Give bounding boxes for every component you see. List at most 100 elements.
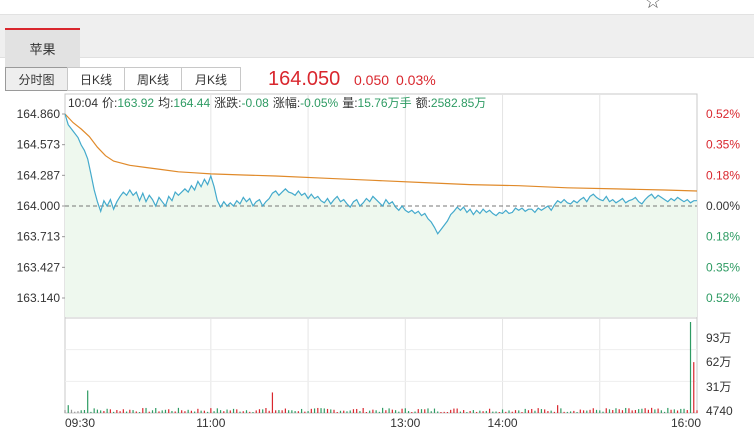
volume-tick-label: 62万 [706,355,731,369]
y-right-tick-label: 0.18% [706,230,740,244]
volume-bar [625,407,627,413]
volume-bar [527,410,530,413]
volume-bar [385,410,387,413]
volume-bar [291,410,293,413]
volume-bar [83,409,86,413]
volume-bar [680,408,682,413]
volume-tick-label: 31万 [706,380,731,394]
volume-bar [190,410,192,413]
volume-bar [631,410,633,413]
volume-bar [177,407,180,413]
volume-bar [151,410,154,413]
volume-bar [485,410,487,413]
info-avg-label: 均: [158,96,174,110]
tab-monthly-k[interactable]: 月K线 [181,67,241,91]
volume-bar [307,411,309,413]
volume-bar [168,409,170,413]
volume-bar [407,411,410,413]
tab-daily-k[interactable]: 日K线 [67,67,125,91]
volume-bar [414,411,416,413]
volume-bar [644,408,646,413]
volume-bar [320,408,322,413]
volume-bar [660,410,662,413]
volume-bar [553,411,555,413]
volume-bar [693,362,695,413]
x-tick-label: 13:00 [390,416,420,430]
volume-bar [505,411,507,413]
volume-bar [216,408,218,413]
volume-bar [80,410,82,413]
volume-bar [634,410,637,413]
volume-bar [64,410,66,413]
y-axis-left-labels: 164.860 164.573 164.287 164.000 163.713 163.4… [17,107,65,305]
price-line [64,113,697,235]
volume-bar [579,409,581,413]
volume-bar [200,410,202,413]
y-tick-label: 164.860 [17,107,61,121]
volume-bar [187,409,189,413]
volume-bar [275,410,277,413]
volume-bar [676,410,679,413]
volume-bar [339,410,342,413]
volume-bar [77,411,79,413]
volume-bar [446,412,449,413]
volume-bar [67,405,69,413]
volume-bar [466,411,468,413]
y-tick-label: 164.287 [17,168,61,182]
volume-bar [323,408,325,413]
volume-bar [268,410,270,413]
x-tick-label: 09:30 [65,416,95,430]
volume-bar [696,410,698,413]
volume-bar [670,409,672,413]
volume-bar [592,408,594,413]
tab-weekly-k[interactable]: 周K线 [124,67,182,91]
tab-stock[interactable]: 苹果 [5,28,80,70]
volume-bar [343,410,345,413]
volume-bar [498,412,500,413]
volume-bar [352,409,355,413]
star-icon[interactable]: ☆ [644,0,662,13]
volume-bar [443,411,445,413]
info-vol-label: 量: [342,96,358,110]
volume-bar [249,411,251,413]
volume-bar [570,411,572,413]
volume-bar [427,408,429,413]
volume-bar [657,408,659,413]
info-pct: -0.05% [300,96,339,110]
volume-bars [64,322,698,413]
info-avg: 164.44 [173,96,211,110]
volume-bar [326,408,329,413]
volume-bar [398,411,400,413]
y-right-tick-label: 0.52% [706,291,740,305]
volume-bar [96,409,99,413]
volume-bar [544,409,546,413]
volume-bar [621,410,624,413]
volume-bar [300,408,303,413]
volume-bar [74,411,76,413]
volume-bar [401,408,403,413]
volume-bar [349,410,351,413]
volume-bar [647,409,649,413]
volume-bar [511,411,513,413]
volume-bar [612,410,614,413]
volume-bar [667,407,669,413]
volume-bar [563,411,565,413]
volume-bar [488,408,491,413]
volume-bar [145,407,147,413]
volume-bar [602,411,604,413]
volume-bar [382,407,384,413]
volume-bar [174,411,176,413]
volume-bar [155,408,157,413]
volume-bar [158,411,160,413]
volume-tick-label: 4740 [706,404,733,418]
volume-bar [433,408,436,413]
y-tick-label: 164.573 [17,138,61,152]
volume-bar [450,409,452,413]
y-tick-label: 163.140 [17,291,61,305]
volume-bar [288,410,290,413]
volume-bar [148,411,150,413]
x-tick-label: 14:00 [488,416,518,430]
volume-bar [608,409,611,413]
volume-bar [391,409,393,413]
